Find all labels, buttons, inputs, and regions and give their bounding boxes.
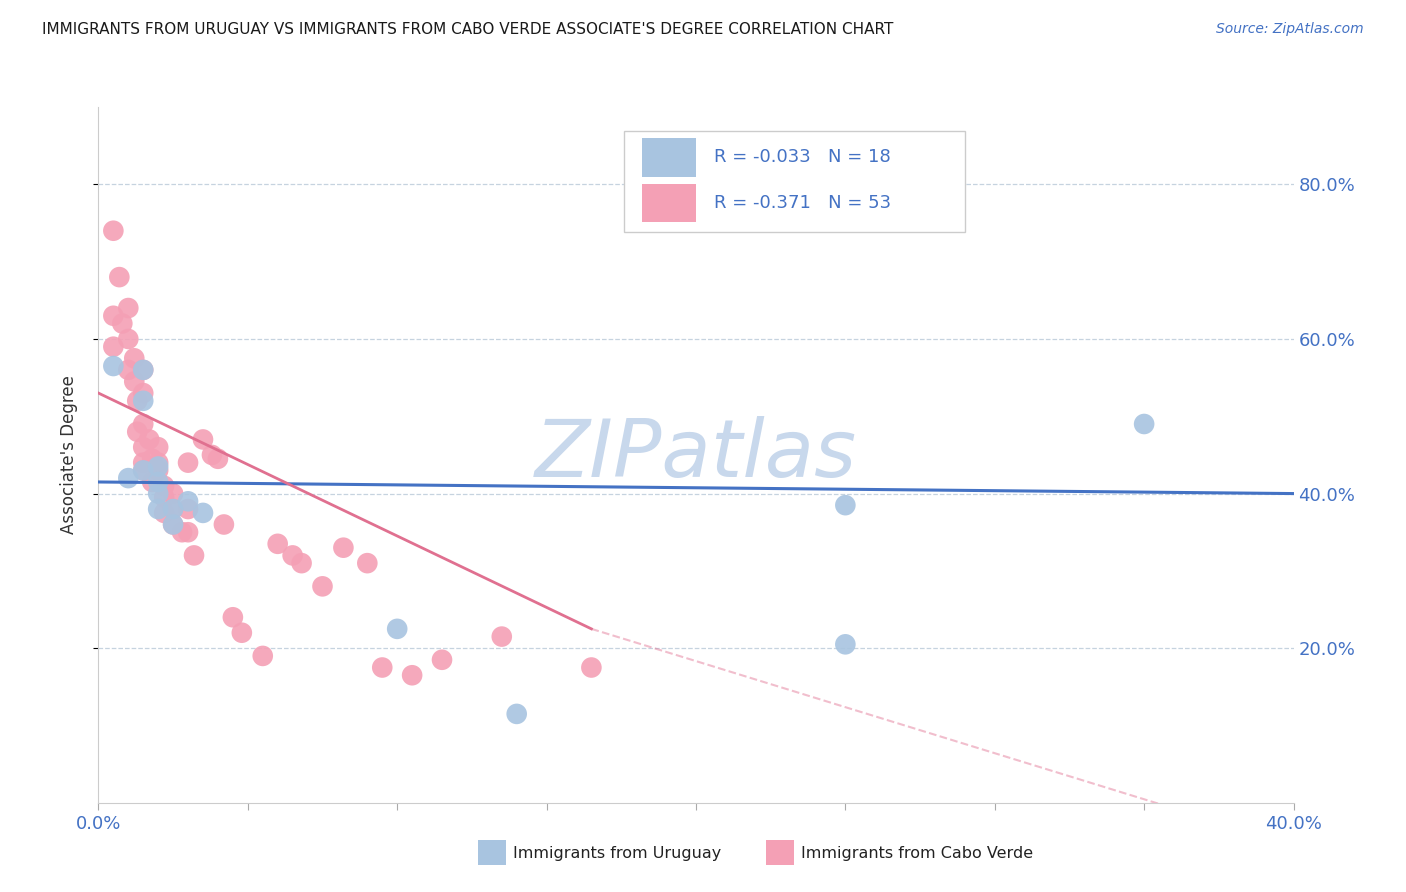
Point	[103, 340, 125, 354]
Point	[252, 648, 274, 663]
Point	[141, 451, 163, 466]
Point	[132, 463, 155, 477]
Point	[117, 332, 139, 346]
Point	[148, 463, 170, 477]
Point	[132, 463, 155, 477]
Point	[177, 494, 200, 508]
Point	[132, 456, 155, 470]
Text: Source: ZipAtlas.com: Source: ZipAtlas.com	[1216, 22, 1364, 37]
Point	[162, 517, 184, 532]
Point	[117, 301, 139, 315]
Point	[153, 491, 176, 505]
Text: ZIPatlas: ZIPatlas	[534, 416, 858, 494]
Point	[1133, 417, 1156, 431]
Point	[267, 537, 290, 551]
Point	[356, 556, 378, 570]
Point	[506, 706, 529, 721]
Point	[117, 471, 139, 485]
Point	[127, 425, 149, 439]
Point	[385, 622, 409, 636]
Point	[148, 475, 170, 489]
Point	[834, 498, 856, 512]
Point	[291, 556, 314, 570]
Point	[162, 502, 184, 516]
Point	[153, 506, 176, 520]
Point	[103, 359, 125, 373]
FancyBboxPatch shape	[624, 131, 965, 232]
Text: R = -0.033   N = 18: R = -0.033 N = 18	[714, 148, 890, 166]
FancyBboxPatch shape	[643, 184, 696, 222]
Point	[132, 417, 155, 431]
Point	[148, 440, 170, 454]
Point	[111, 317, 134, 331]
Point	[124, 351, 146, 366]
Point	[231, 625, 253, 640]
Point	[141, 475, 163, 489]
Point	[371, 660, 394, 674]
FancyBboxPatch shape	[643, 138, 696, 177]
Point	[281, 549, 304, 563]
Point	[162, 517, 184, 532]
Point	[177, 502, 200, 516]
Point	[430, 653, 453, 667]
Text: Immigrants from Cabo Verde: Immigrants from Cabo Verde	[801, 847, 1033, 861]
Text: IMMIGRANTS FROM URUGUAY VS IMMIGRANTS FROM CABO VERDE ASSOCIATE'S DEGREE CORRELA: IMMIGRANTS FROM URUGUAY VS IMMIGRANTS FR…	[42, 22, 894, 37]
Point	[201, 448, 224, 462]
Point	[172, 525, 194, 540]
Point	[207, 451, 229, 466]
Point	[108, 270, 131, 285]
Point	[132, 363, 155, 377]
Point	[222, 610, 245, 624]
Point	[103, 224, 125, 238]
Point	[401, 668, 423, 682]
Point	[183, 549, 205, 563]
Point	[834, 637, 856, 651]
Point	[127, 393, 149, 408]
Point	[332, 541, 354, 555]
Point	[138, 433, 160, 447]
Point	[148, 459, 170, 474]
Point	[491, 630, 513, 644]
Point	[311, 579, 333, 593]
Point	[132, 440, 155, 454]
Point	[191, 433, 214, 447]
Point	[132, 363, 155, 377]
Point	[212, 517, 235, 532]
Point	[124, 375, 146, 389]
Point	[148, 456, 170, 470]
Point	[177, 525, 200, 540]
Point	[162, 502, 184, 516]
Point	[103, 309, 125, 323]
Point	[148, 502, 170, 516]
Point	[117, 363, 139, 377]
Point	[191, 506, 214, 520]
Point	[153, 479, 176, 493]
Point	[177, 456, 200, 470]
Point	[132, 386, 155, 401]
Text: R = -0.371   N = 53: R = -0.371 N = 53	[714, 194, 891, 212]
Point	[581, 660, 603, 674]
Y-axis label: Associate's Degree: Associate's Degree	[59, 376, 77, 534]
Point	[148, 486, 170, 500]
Point	[162, 486, 184, 500]
Text: Immigrants from Uruguay: Immigrants from Uruguay	[513, 847, 721, 861]
Point	[132, 393, 155, 408]
